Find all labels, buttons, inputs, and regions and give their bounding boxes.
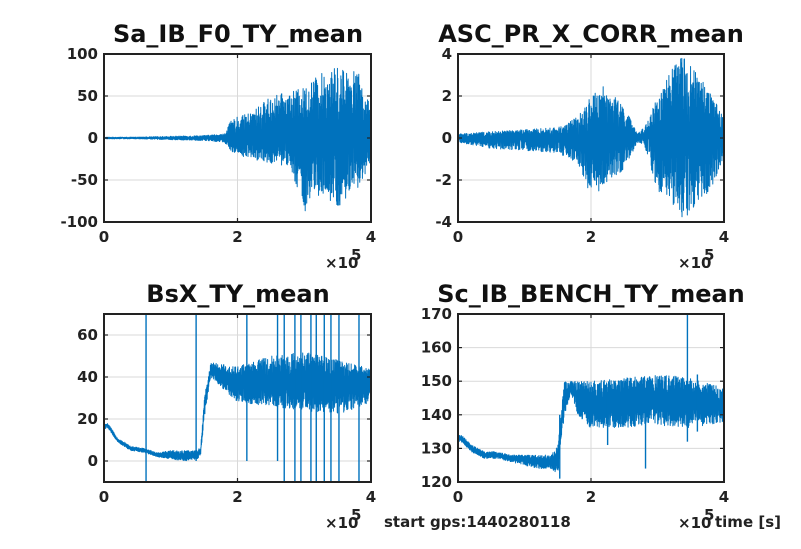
x-tick-label: 2 <box>232 228 242 246</box>
trace-group <box>104 314 371 482</box>
x-tick-label: 4 <box>366 488 376 506</box>
x-exponent-power: 5 <box>351 246 361 264</box>
x-exponent-label: ×10 <box>678 514 711 532</box>
y-tick-label: 160 <box>421 339 452 357</box>
chart-title: ASC_PR_X_CORR_mean <box>438 20 744 48</box>
y-tick-label: 120 <box>421 473 452 491</box>
y-tick-label: 0 <box>88 452 98 470</box>
x-tick-label: 2 <box>586 228 596 246</box>
chart-panel-1: 0 2 4 -100 -50 0 50 100 ×105 Sa_IB_F0_TY_mean <box>60 20 376 272</box>
y-tick-label: -4 <box>435 213 452 231</box>
data-series-line <box>458 57 724 218</box>
x-tick-label: 4 <box>719 488 729 506</box>
y-tick-label: 140 <box>421 406 452 424</box>
x-tick-label: 0 <box>99 228 109 246</box>
y-tick-label: 0 <box>88 129 98 147</box>
x-exponent-power: 5 <box>351 506 361 524</box>
y-tick-label: -2 <box>435 171 452 189</box>
chart-title: Sc_IB_BENCH_TY_mean <box>437 280 745 308</box>
chart-panel-4: 0 2 4 120 130 140 150 160 170 ×105 Sc_IB_BENCH_TY_… <box>421 280 745 532</box>
time-axis-label: time [s] <box>715 513 781 531</box>
trace-group <box>458 314 724 479</box>
trace-group <box>458 57 724 218</box>
x-exponent-label: ×10 <box>325 254 358 272</box>
data-series-line <box>458 375 724 473</box>
x-tick-label: 0 <box>453 488 463 506</box>
y-tick-label: 0 <box>442 129 452 147</box>
x-tick-label: 4 <box>719 228 729 246</box>
y-tick-label: 20 <box>77 410 98 428</box>
x-exponent-power: 5 <box>704 246 714 264</box>
y-tick-label: 2 <box>442 87 452 105</box>
y-tick-label: 150 <box>421 372 452 390</box>
y-tick-label: -100 <box>60 213 98 231</box>
x-exponent-label: ×10 <box>325 514 358 532</box>
start-gps-label: start gps:1440280118 <box>384 513 571 531</box>
y-tick-label: 4 <box>442 45 452 63</box>
x-tick-label: 0 <box>453 228 463 246</box>
x-tick-label: 4 <box>366 228 376 246</box>
y-tick-label: -50 <box>71 171 98 189</box>
y-tick-label: 50 <box>77 87 98 105</box>
data-series-line <box>104 67 371 212</box>
y-tick-label: 170 <box>421 305 452 323</box>
x-exponent-power: 5 <box>704 506 714 524</box>
y-tick-label: 100 <box>67 45 98 63</box>
x-exponent-label: ×10 <box>678 254 711 272</box>
y-tick-label: 60 <box>77 326 98 344</box>
chart-panel-2: 0 2 4 -4 -2 0 2 4 ×105 ASC_PR_X_CORR_mean <box>435 20 743 272</box>
x-tick-label: 2 <box>586 488 596 506</box>
y-tick-label: 130 <box>421 439 452 457</box>
x-tick-label: 0 <box>99 488 109 506</box>
x-tick-label: 2 <box>232 488 242 506</box>
data-series-line <box>104 352 371 462</box>
y-tick-label: 40 <box>77 368 98 386</box>
chart-title: Sa_IB_F0_TY_mean <box>113 20 363 48</box>
chart-title: BsX_TY_mean <box>146 280 329 308</box>
trace-group <box>104 67 371 212</box>
